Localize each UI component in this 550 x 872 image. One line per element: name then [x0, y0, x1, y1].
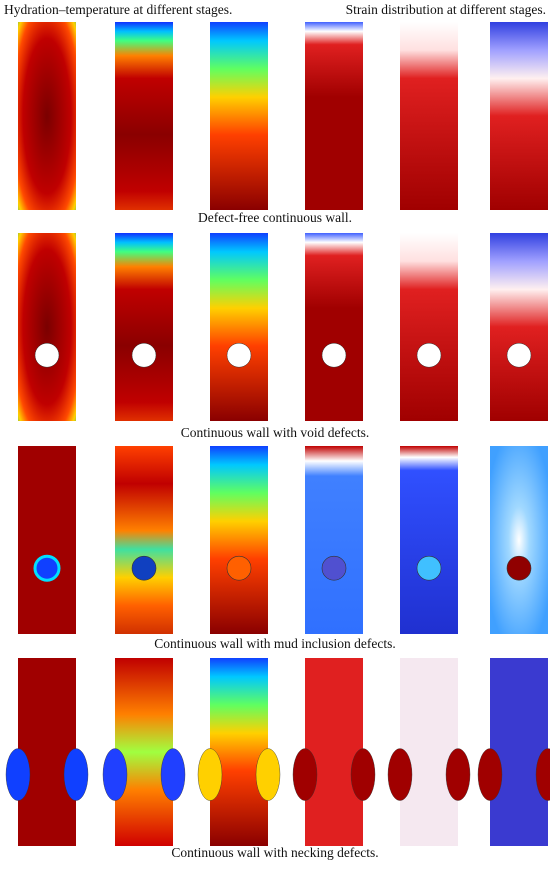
neck — [350, 748, 376, 801]
void — [34, 342, 60, 368]
panel — [115, 22, 173, 210]
neck — [445, 748, 471, 801]
inclusion — [321, 555, 347, 581]
panel — [210, 22, 268, 210]
panel — [490, 233, 548, 421]
panel — [490, 658, 548, 846]
void — [321, 342, 347, 368]
void — [226, 342, 252, 368]
neck — [160, 748, 186, 801]
header-right: Strain distribution at different stages. — [346, 2, 546, 17]
row-caption: Continuous wall with necking defects. — [171, 845, 378, 860]
inclusion — [416, 555, 442, 581]
panel — [400, 446, 458, 634]
panel — [305, 22, 363, 210]
void — [131, 342, 157, 368]
panel — [115, 233, 173, 421]
neck — [63, 748, 89, 801]
neck — [292, 748, 318, 801]
inclusion — [33, 554, 61, 582]
void — [506, 342, 532, 368]
panel — [400, 233, 458, 421]
row-caption: Defect-free continuous wall. — [198, 210, 352, 225]
panel — [115, 446, 173, 634]
inclusion — [226, 555, 252, 581]
row-caption: Continuous wall with void defects. — [181, 425, 370, 440]
panel — [210, 446, 268, 634]
inclusion — [131, 555, 157, 581]
inclusion — [506, 555, 532, 581]
panel — [305, 658, 363, 846]
panel — [305, 233, 363, 421]
neck — [255, 748, 281, 801]
panel — [115, 658, 173, 846]
panel — [18, 446, 76, 634]
neck — [535, 748, 550, 801]
neck — [387, 748, 413, 801]
void — [416, 342, 442, 368]
header-left: Hydration–temperature at different stage… — [4, 2, 232, 17]
neck — [197, 748, 223, 801]
panel — [18, 233, 76, 421]
panel — [490, 22, 548, 210]
panel — [210, 233, 268, 421]
panel — [490, 446, 548, 634]
panel — [210, 658, 268, 846]
neck — [102, 748, 128, 801]
row-caption: Continuous wall with mud inclusion defec… — [154, 636, 395, 651]
panel — [400, 658, 458, 846]
panel — [18, 658, 76, 846]
neck — [477, 748, 503, 801]
panel — [400, 22, 458, 210]
neck — [5, 748, 31, 801]
panel — [305, 446, 363, 634]
panel — [18, 22, 76, 210]
